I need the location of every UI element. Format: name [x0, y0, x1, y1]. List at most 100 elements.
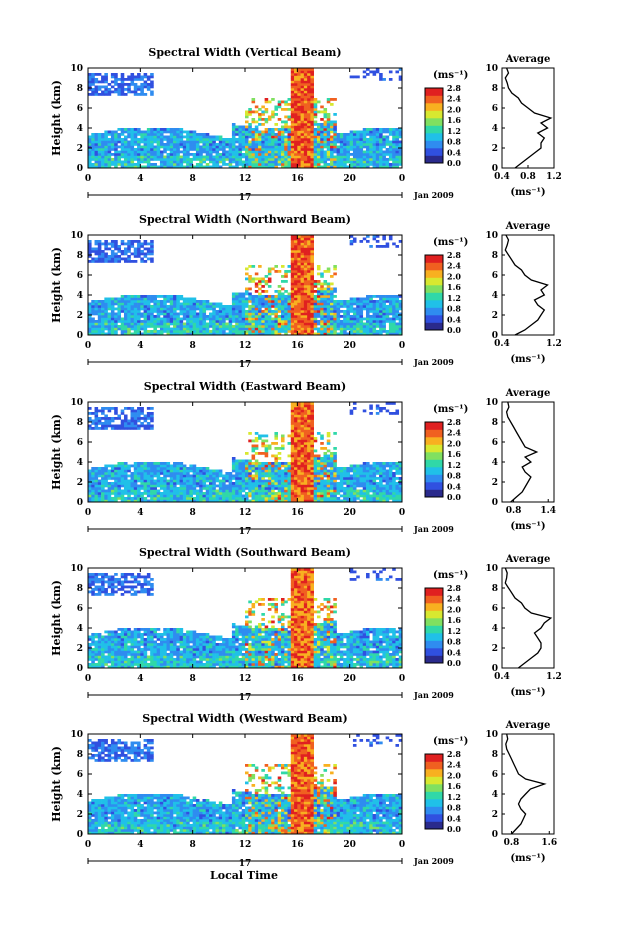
heatmap-cell: [110, 469, 115, 473]
heatmap-cell: [133, 165, 138, 169]
heatmap-cell: [130, 332, 135, 336]
heatmap-cell: [316, 320, 321, 323]
heatmap-cell: [133, 85, 138, 89]
heatmap-cell: [346, 158, 350, 161]
heatmap-cell: [382, 140, 386, 144]
heatmap-cell: [294, 272, 298, 276]
heatmap-cell: [323, 270, 328, 273]
heatmap-cell: [385, 297, 390, 301]
heatmap-cell: [146, 487, 151, 490]
heatmap-cell: [159, 492, 164, 495]
heatmap-cell: [261, 487, 265, 490]
heatmap-cell: [123, 315, 128, 318]
heatmap-cell: [123, 467, 128, 470]
heatmap-cell: [137, 407, 141, 410]
heatmap-cell: [366, 235, 370, 238]
heatmap-cell: [107, 153, 112, 156]
heatmap-cell: [261, 133, 265, 136]
heatmap-cell: [251, 497, 256, 500]
heatmap-cell: [294, 255, 298, 258]
heatmap-cell: [303, 68, 308, 71]
average-y-tick-label: 8: [492, 84, 498, 94]
heatmap-cell: [159, 477, 164, 480]
heatmap-cell: [264, 120, 269, 124]
heatmap-cell: [133, 138, 138, 141]
heatmap-cell: [274, 462, 279, 465]
heatmap-cell: [205, 300, 210, 303]
heatmap-cell: [395, 165, 400, 169]
heatmap-cell: [114, 307, 118, 311]
heatmap-cell: [179, 469, 184, 473]
heatmap-cell: [366, 317, 370, 321]
heatmap-cell: [382, 155, 386, 159]
heatmap-cell: [310, 325, 314, 328]
heatmap-cell: [326, 302, 331, 306]
heatmap-cell: [146, 320, 151, 323]
heatmap-cell: [137, 310, 141, 313]
heatmap-cell: [209, 307, 213, 311]
heatmap-cell: [264, 305, 269, 308]
heatmap-cell: [120, 75, 125, 79]
heatmap-cell: [97, 153, 102, 156]
heatmap-cell: [326, 148, 331, 151]
heatmap-cell: [120, 240, 125, 243]
heatmap-cell: [261, 327, 265, 331]
heatmap-cell: [143, 158, 148, 161]
heatmap-cell: [271, 310, 275, 313]
heatmap-cell: [192, 469, 197, 473]
heatmap-cell: [169, 153, 174, 156]
heatmap-cell: [130, 320, 135, 323]
heatmap-cell: [349, 163, 354, 166]
heatmap-cell: [153, 130, 157, 134]
heatmap-cell: [156, 302, 161, 306]
heatmap-cell: [326, 145, 331, 149]
heatmap-cell: [300, 247, 305, 251]
heatmap-cell: [159, 307, 164, 311]
heatmap-cell: [150, 240, 154, 243]
heatmap-cell: [300, 245, 305, 248]
heatmap-cell: [97, 320, 102, 323]
heatmap-cell: [274, 457, 279, 460]
heatmap-cell: [287, 499, 292, 503]
heatmap-cell: [182, 310, 187, 313]
heatmap-cell: [228, 484, 233, 488]
heatmap-cell: [91, 422, 95, 425]
x-tick-label: 8: [190, 174, 196, 184]
colorbar-swatch: [425, 285, 443, 293]
heatmap-cell: [159, 494, 164, 498]
heatmap-cell: [388, 332, 393, 336]
heatmap-cell: [114, 332, 118, 336]
heatmap-cell: [323, 310, 328, 313]
heatmap-cell: [274, 492, 279, 495]
heatmap-cell: [120, 302, 125, 306]
heatmap-cell: [137, 252, 141, 256]
heatmap-cell: [290, 454, 295, 458]
heatmap-cell: [156, 474, 161, 478]
heatmap-cell: [356, 153, 360, 156]
heatmap-cell: [176, 489, 180, 493]
heatmap-cell: [261, 310, 265, 313]
heatmap-cell: [110, 260, 115, 263]
heatmap-cell: [290, 320, 295, 323]
heatmap-cell: [94, 143, 99, 146]
heatmap-cell: [130, 417, 135, 420]
heatmap-cell: [235, 160, 239, 164]
heatmap-cell: [123, 242, 128, 246]
heatmap-cell: [107, 148, 112, 151]
heatmap-cell: [343, 160, 347, 164]
heatmap-cell: [189, 143, 193, 146]
heatmap-cell: [241, 295, 246, 298]
heatmap-cell: [195, 155, 200, 159]
heatmap-cell: [222, 325, 226, 328]
heatmap-cell: [245, 130, 249, 134]
heatmap-cell: [153, 497, 157, 500]
heatmap-cell: [150, 467, 154, 470]
heatmap-cell: [258, 163, 262, 166]
heatmap-cell: [110, 315, 115, 318]
heatmap-cell: [143, 160, 148, 164]
heatmap-cell: [267, 128, 272, 131]
heatmap-cell: [182, 467, 187, 470]
heatmap-cell: [343, 325, 347, 328]
heatmap-cell: [186, 302, 190, 306]
heatmap-cell: [143, 315, 148, 318]
